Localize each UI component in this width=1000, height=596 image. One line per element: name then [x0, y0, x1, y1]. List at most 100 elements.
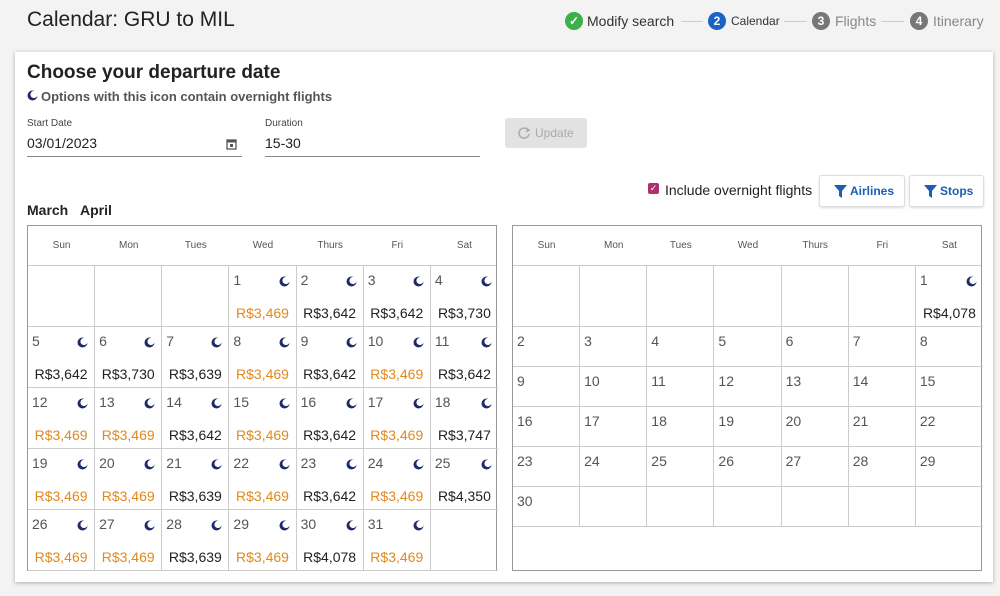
day-cell[interactable]: 10 R$3,469 — [363, 327, 431, 388]
day-cell[interactable]: 15 R$3,469 — [229, 388, 297, 449]
day-cell[interactable]: 11 R$3,642 — [430, 327, 498, 388]
day-number: 10 — [584, 373, 600, 389]
day-cell[interactable]: 19 — [714, 407, 782, 447]
day-cell[interactable]: 19 R$3,469 — [28, 449, 96, 510]
empty-cell — [580, 266, 648, 327]
month-tab[interactable]: March — [27, 202, 69, 218]
day-cell[interactable]: 17 — [580, 407, 648, 447]
day-cell[interactable]: 26 — [714, 447, 782, 487]
day-cell[interactable]: 21 — [848, 407, 916, 447]
day-number: 6 — [99, 333, 107, 349]
stops-button[interactable]: Stops — [909, 175, 984, 207]
day-cell[interactable]: 27 — [781, 447, 849, 487]
day-cell[interactable]: 29 R$3,469 — [229, 510, 297, 571]
day-number: 5 — [32, 333, 40, 349]
day-cell[interactable]: 24 R$3,469 — [363, 449, 431, 510]
day-cell[interactable]: 22 R$3,469 — [229, 449, 297, 510]
day-cell[interactable]: 9 R$3,642 — [296, 327, 364, 388]
day-cell[interactable]: 28 — [848, 447, 916, 487]
day-cell[interactable]: 24 — [580, 447, 648, 487]
overnight-icon — [279, 398, 290, 409]
day-cell[interactable]: 1 R$3,469 — [229, 266, 297, 327]
day-cell[interactable]: 30 — [513, 487, 581, 527]
day-cell[interactable]: 7 R$3,639 — [162, 327, 230, 388]
overnight-icon — [211, 337, 223, 348]
day-cell[interactable]: 26 R$3,469 — [28, 510, 96, 571]
checkbox-label[interactable]: Include overnight flights — [665, 182, 813, 198]
day-number: 7 — [166, 333, 175, 349]
day-price: R$3,639 — [168, 488, 222, 504]
day-cell[interactable]: 25 R$4,350 — [430, 449, 498, 510]
day-cell[interactable]: 20 — [781, 407, 849, 447]
day-cell[interactable]: 18 R$3,747 — [430, 388, 498, 449]
airlines-button[interactable]: Airlines — [819, 175, 905, 207]
duration-input[interactable]: 15-30 — [265, 135, 301, 151]
calendar-icon[interactable] — [226, 138, 237, 150]
overnight-icon — [413, 337, 424, 348]
day-cell[interactable]: 23 R$3,642 — [296, 449, 364, 510]
day-cell[interactable]: 11 — [647, 367, 715, 407]
day-number: 11 — [651, 373, 666, 389]
day-cell[interactable]: 12 — [714, 367, 782, 407]
day-cell[interactable]: 14 R$3,642 — [162, 388, 230, 449]
day-number: 29 — [919, 453, 936, 469]
day-cell[interactable]: 4 R$3,730 — [430, 266, 498, 327]
day-cell[interactable]: 2 R$3,642 — [296, 266, 364, 327]
day-cell[interactable]: 28 R$3,639 — [162, 510, 230, 571]
day-cell[interactable]: 12 R$3,469 — [28, 388, 96, 449]
day-cell[interactable]: 3 R$3,642 — [363, 266, 431, 327]
field-label: Duration — [265, 118, 303, 129]
weekday-label: Sat — [456, 240, 472, 251]
day-price: R$3,469 — [236, 549, 289, 565]
day-cell[interactable]: 21 R$3,639 — [162, 449, 230, 510]
day-cell[interactable]: 8 — [915, 327, 983, 367]
day-cell[interactable]: 23 — [513, 447, 581, 487]
day-number: 22 — [919, 413, 936, 429]
day-number: 8 — [233, 333, 242, 349]
day-cell[interactable]: 8 R$3,469 — [229, 327, 297, 388]
day-cell[interactable]: 30 R$4,078 — [296, 510, 364, 571]
checkbox[interactable]: ✓ — [648, 183, 659, 194]
day-cell[interactable]: 29 — [915, 447, 983, 487]
overnight-icon — [211, 459, 223, 470]
overnight-icon — [966, 276, 977, 287]
overnight-icon — [346, 459, 357, 470]
day-cell[interactable]: 10 — [580, 367, 648, 407]
step-label[interactable]: Modify search — [587, 13, 675, 29]
day-number: 17 — [584, 413, 600, 429]
day-price: R$3,469 — [370, 549, 424, 565]
day-cell[interactable]: 15 — [915, 367, 983, 407]
day-number: 5 — [718, 333, 727, 349]
start-date-input[interactable]: 03/01/2023 — [27, 135, 98, 151]
day-cell[interactable]: 20 R$3,469 — [95, 449, 163, 510]
day-cell[interactable]: 18 — [647, 407, 715, 447]
day-cell[interactable]: 27 R$3,469 — [95, 510, 163, 571]
month-tab[interactable]: April — [80, 202, 112, 218]
day-cell[interactable]: 16 — [513, 407, 581, 447]
day-number: 25 — [434, 455, 451, 471]
day-cell[interactable]: 3 — [580, 327, 648, 367]
empty-cell — [513, 266, 581, 327]
day-cell[interactable]: 4 — [647, 327, 715, 367]
day-cell[interactable]: 7 — [848, 327, 916, 367]
day-cell[interactable]: 14 — [848, 367, 916, 407]
day-cell[interactable]: 5 — [714, 327, 782, 367]
day-cell[interactable]: 2 — [513, 327, 581, 367]
overnight-icon — [346, 276, 357, 287]
day-cell[interactable]: 13 — [781, 367, 849, 407]
day-cell[interactable]: 31 R$3,469 — [363, 510, 431, 571]
day-cell[interactable]: 25 — [647, 447, 715, 487]
day-number: 14 — [166, 394, 182, 410]
day-cell[interactable]: 1 R$4,078 — [915, 266, 983, 327]
update-button[interactable]: Update — [505, 118, 587, 148]
day-cell[interactable]: 22 — [915, 407, 983, 447]
day-price: R$3,642 — [168, 427, 222, 443]
day-cell[interactable]: 6 — [781, 327, 849, 367]
day-cell[interactable]: 13 R$3,469 — [95, 388, 163, 449]
day-cell[interactable]: 17 R$3,469 — [363, 388, 431, 449]
day-cell[interactable]: 5 R$3,642 — [28, 327, 96, 388]
day-cell[interactable]: 6 R$3,730 — [95, 327, 163, 388]
day-cell[interactable]: 9 — [513, 367, 581, 407]
day-price: R$3,730 — [101, 366, 155, 382]
day-cell[interactable]: 16 R$3,642 — [296, 388, 364, 449]
